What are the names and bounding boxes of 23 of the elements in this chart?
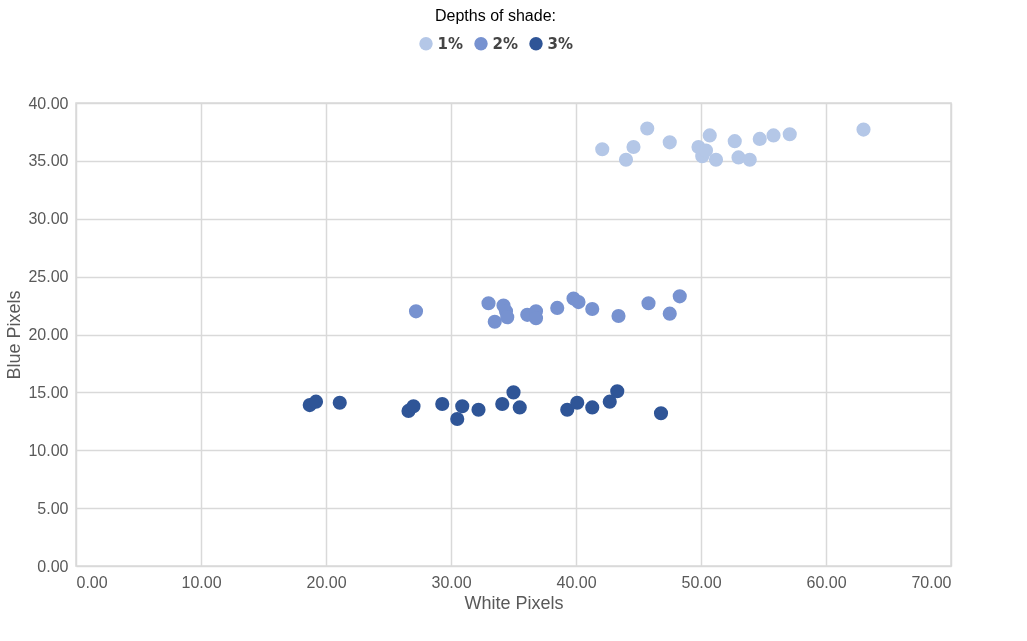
y-tick-label: 10.00 bbox=[28, 441, 69, 459]
y-axis-title: Blue Pixels bbox=[4, 290, 25, 380]
x-tick-label: 50.00 bbox=[681, 573, 722, 591]
x-axis-title: White Pixels bbox=[464, 592, 564, 613]
x-tick-label: 30.00 bbox=[431, 573, 472, 591]
y-tick-label: 40.00 bbox=[28, 94, 69, 112]
y-tick-label: 25.00 bbox=[28, 268, 69, 286]
y-tick-label: 35.00 bbox=[28, 152, 69, 170]
y-tick-label: 0.00 bbox=[37, 557, 69, 575]
y-tick-label: 15.00 bbox=[28, 383, 69, 401]
x-tick-label: 0.00 bbox=[76, 573, 108, 591]
x-tick-label: 10.00 bbox=[181, 573, 222, 591]
legend-label: 2% bbox=[492, 34, 518, 53]
x-tick-label: 60.00 bbox=[806, 573, 847, 591]
x-tick-label: 40.00 bbox=[556, 573, 597, 591]
y-tick-label: 30.00 bbox=[28, 210, 69, 228]
y-tick-label: 5.00 bbox=[37, 499, 69, 517]
x-tick-label: 70.00 bbox=[911, 573, 952, 591]
legend-label: 1% bbox=[437, 34, 463, 53]
legend-label: 3% bbox=[547, 34, 573, 53]
legend-title: Depths of shade: bbox=[435, 7, 556, 24]
y-tick-label: 20.00 bbox=[28, 326, 69, 343]
x-tick-label: 20.00 bbox=[306, 573, 347, 591]
